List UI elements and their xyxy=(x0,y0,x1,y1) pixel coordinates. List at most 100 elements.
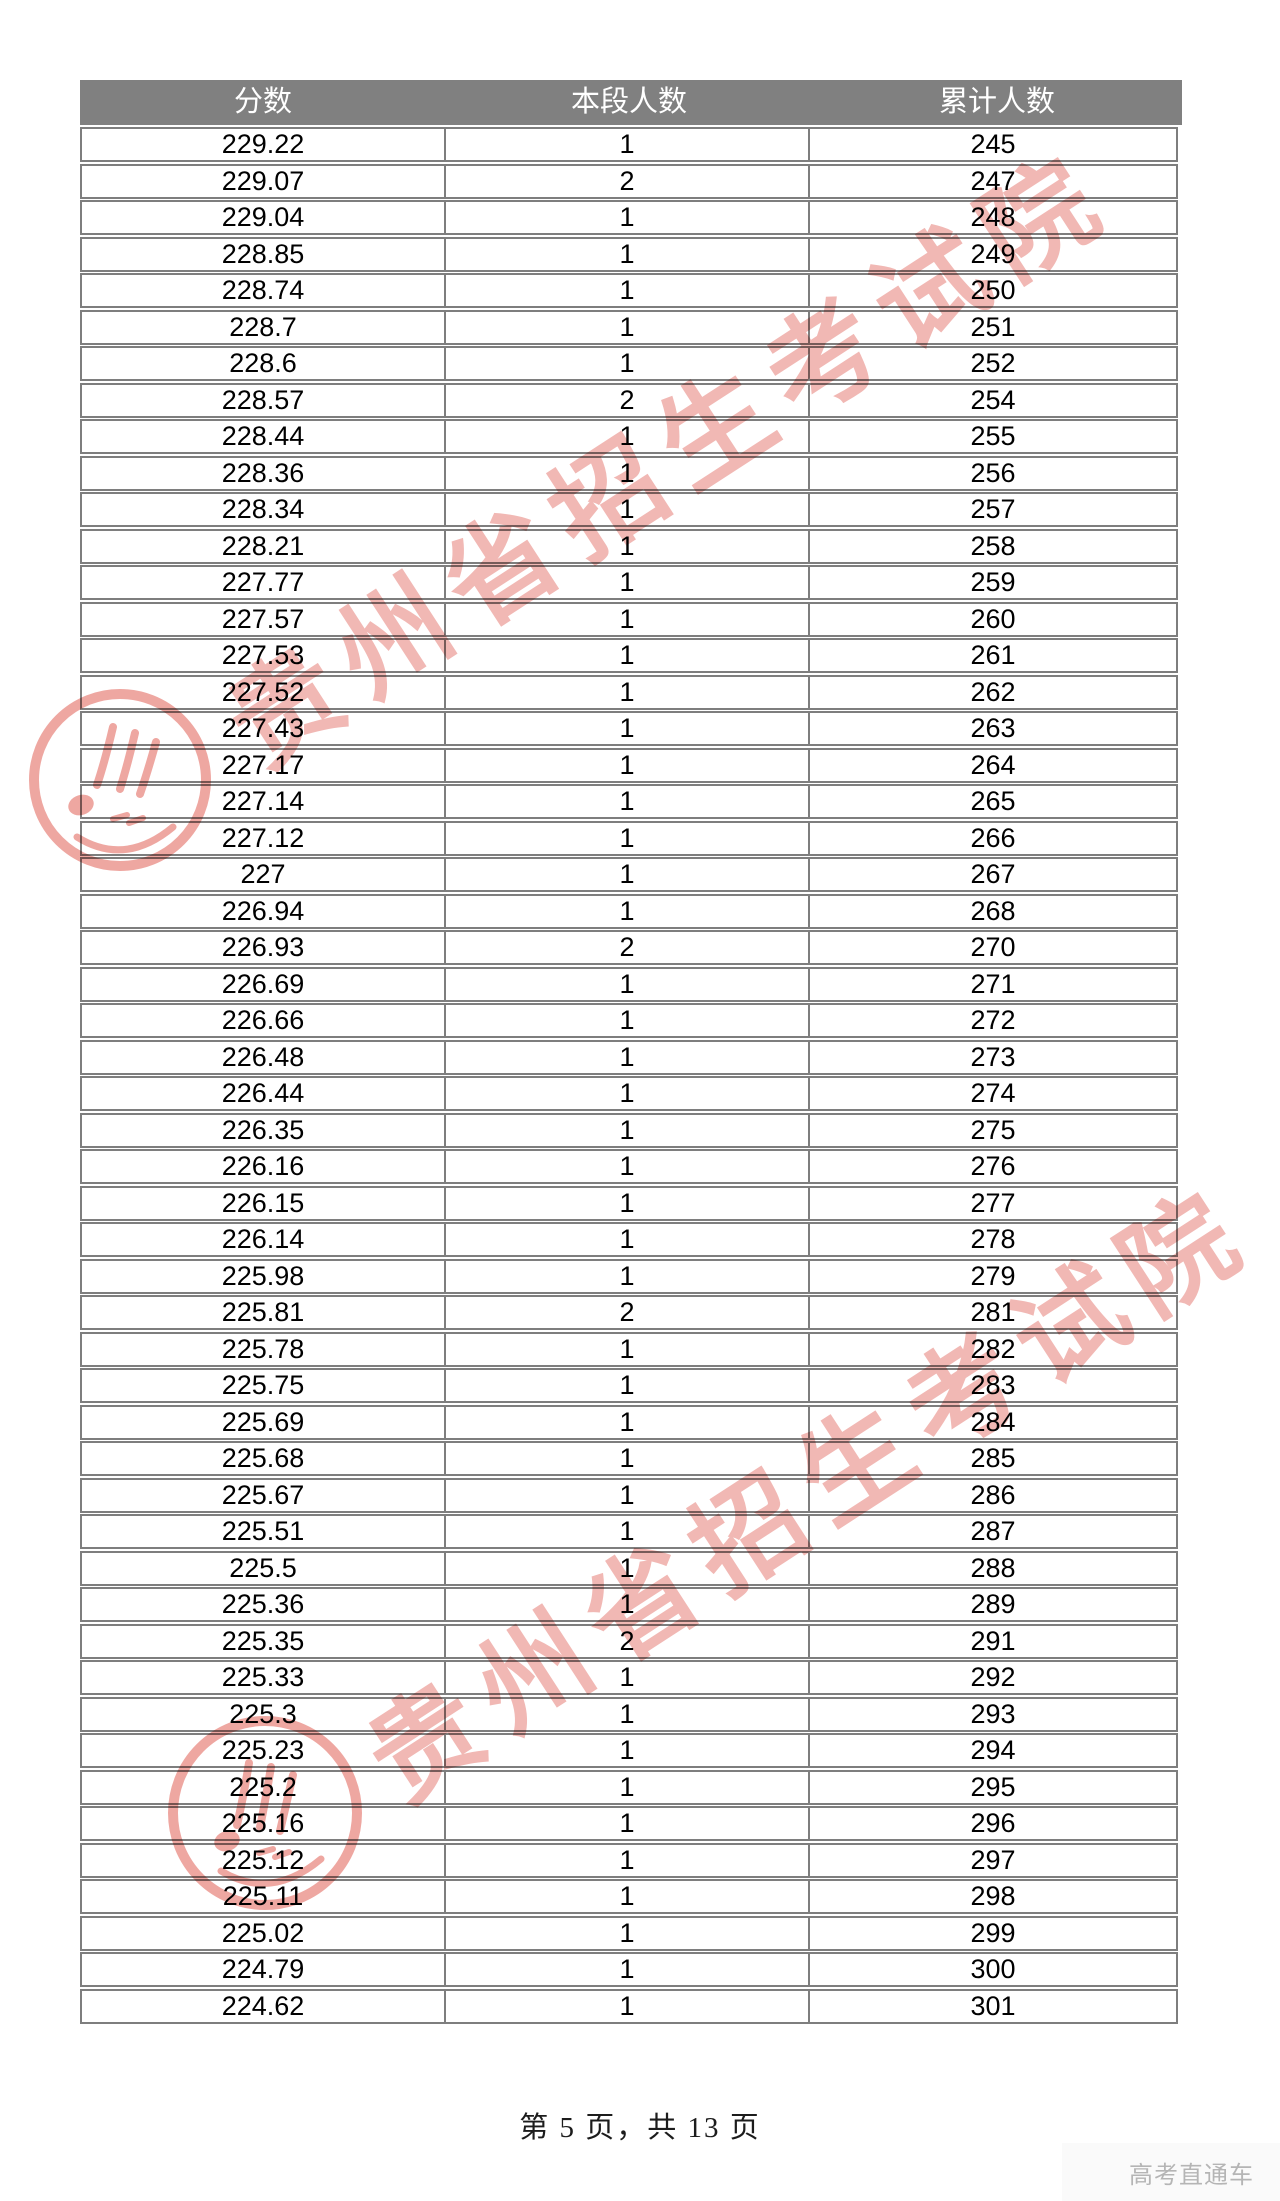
table-row: 225.81 2 281 xyxy=(80,1295,1182,1330)
segment-cell: 1 xyxy=(444,601,810,637)
score-distribution-table: 分数 本段人数 累计人数 229.22 1 245 229.07 2 247 2… xyxy=(80,80,1182,2024)
column-header-score: 分数 xyxy=(233,86,292,118)
segment-cell: 1 xyxy=(444,1258,810,1294)
cumulative-cell: 285 xyxy=(808,1441,1178,1476)
cumulative-cell: 268 xyxy=(808,893,1178,929)
column-header-segment: 本段人数 xyxy=(570,86,687,118)
score-cell: 225.98 xyxy=(80,1258,446,1294)
cumulative-cell: 265 xyxy=(808,784,1178,819)
table-row: 228.44 1 255 xyxy=(80,419,1182,454)
cumulative-cell: 279 xyxy=(808,1258,1178,1294)
table-row: 225.98 1 279 xyxy=(80,1258,1182,1294)
table-row: 229.07 2 247 xyxy=(80,163,1182,199)
score-cell: 229.07 xyxy=(80,163,446,199)
segment-cell: 1 xyxy=(444,1039,810,1075)
segment-cell: 1 xyxy=(444,1550,810,1586)
table-row: 225.35 2 291 xyxy=(80,1623,1182,1659)
segment-cell: 1 xyxy=(444,1222,810,1257)
table-row: 225.16 1 296 xyxy=(80,1806,1182,1841)
cumulative-cell: 250 xyxy=(808,273,1178,308)
segment-cell: 1 xyxy=(444,747,810,783)
score-cell: 226.48 xyxy=(80,1039,446,1075)
cumulative-cell: 263 xyxy=(808,711,1178,746)
score-cell: 225.33 xyxy=(80,1660,446,1695)
page-indicator: 第 5 页，共 13 页 xyxy=(519,2112,761,2144)
score-cell: 227.17 xyxy=(80,747,446,783)
score-cell: 225.69 xyxy=(80,1404,446,1440)
cumulative-cell: 255 xyxy=(808,419,1178,454)
segment-cell: 1 xyxy=(444,455,810,491)
score-cell: 228.85 xyxy=(80,236,446,272)
cumulative-cell: 251 xyxy=(808,309,1178,345)
score-cell: 226.94 xyxy=(80,893,446,929)
segment-cell: 1 xyxy=(444,1733,810,1768)
cumulative-cell: 298 xyxy=(808,1879,1178,1914)
segment-cell: 1 xyxy=(444,565,810,600)
segment-cell: 1 xyxy=(444,309,810,345)
table-row: 227.53 1 261 xyxy=(80,638,1182,673)
segment-cell: 1 xyxy=(444,236,810,272)
table-row: 225.02 1 299 xyxy=(80,1915,1182,1951)
segment-cell: 1 xyxy=(444,1514,810,1549)
table-row: 225.36 1 289 xyxy=(80,1587,1182,1622)
segment-cell: 1 xyxy=(444,1331,810,1367)
table-row: 226.14 1 278 xyxy=(80,1222,1182,1257)
table-row: 227.14 1 265 xyxy=(80,784,1182,819)
segment-cell: 1 xyxy=(444,528,810,564)
segment-cell: 1 xyxy=(444,1660,810,1695)
segment-cell: 1 xyxy=(444,492,810,527)
score-cell: 225.35 xyxy=(80,1623,446,1659)
score-cell: 225.11 xyxy=(80,1879,446,1914)
table-row: 227 1 267 xyxy=(80,857,1182,892)
segment-cell: 2 xyxy=(444,1295,810,1330)
table-row: 225.33 1 292 xyxy=(80,1660,1182,1695)
cumulative-cell: 294 xyxy=(808,1733,1178,1768)
segment-cell: 1 xyxy=(444,674,810,710)
score-cell: 226.35 xyxy=(80,1112,446,1148)
score-cell: 225.02 xyxy=(80,1915,446,1951)
score-cell: 227 xyxy=(80,857,446,892)
score-cell: 228.7 xyxy=(80,309,446,345)
segment-cell: 1 xyxy=(444,893,810,929)
segment-cell: 1 xyxy=(444,857,810,892)
segment-cell: 2 xyxy=(444,930,810,965)
cumulative-cell: 286 xyxy=(808,1477,1178,1513)
cumulative-cell: 270 xyxy=(808,930,1178,965)
score-cell: 228.57 xyxy=(80,382,446,418)
score-cell: 226.44 xyxy=(80,1076,446,1111)
cumulative-cell: 283 xyxy=(808,1368,1178,1403)
segment-cell: 1 xyxy=(444,346,810,381)
table-row: 228.85 1 249 xyxy=(80,236,1182,272)
table-row: 227.17 1 264 xyxy=(80,747,1182,783)
score-cell: 228.6 xyxy=(80,346,446,381)
segment-cell: 1 xyxy=(444,1477,810,1513)
segment-cell: 1 xyxy=(444,200,810,235)
cumulative-cell: 248 xyxy=(808,200,1178,235)
table-row: 228.74 1 250 xyxy=(80,273,1182,308)
cumulative-cell: 259 xyxy=(808,565,1178,600)
score-cell: 224.62 xyxy=(80,1988,446,2024)
segment-cell: 1 xyxy=(444,1112,810,1148)
cumulative-cell: 274 xyxy=(808,1076,1178,1111)
table-row: 226.16 1 276 xyxy=(80,1149,1182,1184)
segment-cell: 2 xyxy=(444,1623,810,1659)
score-cell: 225.75 xyxy=(80,1368,446,1403)
cumulative-cell: 277 xyxy=(808,1185,1178,1221)
score-cell: 228.44 xyxy=(80,419,446,454)
segment-cell: 1 xyxy=(444,784,810,819)
table-row: 226.66 1 272 xyxy=(80,1003,1182,1038)
score-cell: 228.21 xyxy=(80,528,446,564)
score-cell: 225.36 xyxy=(80,1587,446,1622)
score-cell: 225.78 xyxy=(80,1331,446,1367)
segment-cell: 1 xyxy=(444,1806,810,1841)
table-row: 225.12 1 297 xyxy=(80,1842,1182,1878)
table-row: 227.43 1 263 xyxy=(80,711,1182,746)
segment-cell: 1 xyxy=(444,1441,810,1476)
segment-cell: 1 xyxy=(444,1769,810,1805)
table-row: 225.51 1 287 xyxy=(80,1514,1182,1549)
table-row: 226.94 1 268 xyxy=(80,893,1182,929)
score-cell: 225.51 xyxy=(80,1514,446,1549)
score-cell: 229.22 xyxy=(80,127,446,162)
score-cell: 225.16 xyxy=(80,1806,446,1841)
score-cell: 227.57 xyxy=(80,601,446,637)
